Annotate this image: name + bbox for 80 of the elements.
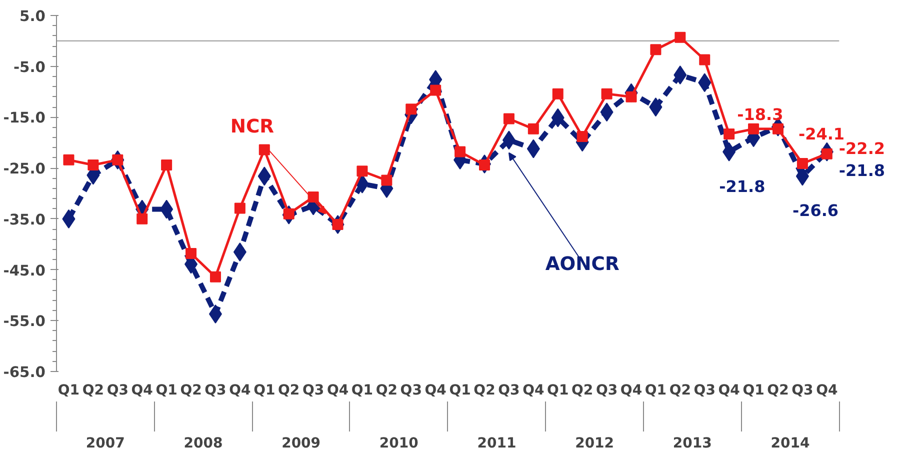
x-tick-label: Q3: [792, 382, 814, 398]
data-label: -18.3: [737, 104, 784, 124]
x-tick-label: Q4: [326, 382, 349, 398]
point: [136, 213, 148, 224]
point: [796, 158, 808, 169]
x-tick-label: Q3: [596, 382, 618, 398]
text: 2010: [379, 436, 419, 452]
x-tick-label: Q2: [572, 382, 594, 398]
y-tick-label: -35.0: [3, 211, 46, 228]
point: [88, 160, 99, 171]
data-label: -26.6: [792, 201, 839, 220]
y-tick-label: -15.0: [3, 110, 46, 127]
text: 2014: [770, 436, 810, 452]
x-tick-label: Q3: [694, 382, 716, 398]
x-tick-label: Q4: [424, 382, 447, 398]
point: [308, 192, 319, 203]
text: 2009: [282, 436, 321, 452]
x-tick-label: Q1: [351, 382, 374, 398]
point: [161, 160, 172, 171]
point: [479, 160, 490, 171]
text: 2013: [672, 436, 712, 452]
x-tick-label: Q1: [449, 382, 471, 398]
point: [748, 123, 760, 134]
data-label: -21.8: [838, 160, 886, 180]
x-tick-label: Q1: [254, 382, 276, 398]
x-tick-label: Q4: [718, 382, 740, 398]
point: [63, 154, 74, 166]
text: 2007: [86, 436, 125, 452]
point: [381, 174, 392, 186]
x-tick-label: Q3: [204, 382, 226, 398]
x-tick-label: Q1: [58, 382, 80, 398]
point: [650, 44, 662, 56]
point: [454, 146, 466, 158]
y-tick-label: -55.0: [3, 313, 46, 330]
x-tick-label: Q4: [522, 382, 544, 398]
point: [234, 202, 246, 214]
series-label: NCR: [230, 116, 274, 138]
x-tick-label: Q3: [302, 382, 324, 398]
x-tick-label: Q2: [180, 382, 202, 398]
point: [210, 271, 221, 282]
text: 2011: [477, 436, 516, 452]
x-tick-label: Q3: [498, 382, 520, 398]
point: [674, 32, 686, 43]
x-tick-label: Q2: [767, 382, 789, 398]
y-tick-label: -5.0: [13, 58, 46, 76]
text: 2012: [575, 436, 614, 452]
x-tick-label: Q2: [669, 382, 691, 398]
point: [576, 131, 588, 142]
point: [430, 84, 442, 96]
text: 2008: [184, 436, 223, 452]
data-label: -21.8: [719, 176, 766, 196]
x-tick-label: Q1: [156, 382, 178, 398]
point: [503, 113, 514, 124]
y-tick-label: -65.0: [3, 364, 46, 381]
x-tick-label: Q3: [400, 382, 422, 398]
x-tick-label: Q3: [106, 382, 128, 398]
point: [406, 104, 417, 115]
x-tick-label: Q2: [82, 382, 104, 398]
point: [724, 128, 735, 140]
x-tick-label: Q2: [474, 382, 496, 398]
point: [258, 144, 270, 156]
x-tick-label: Q1: [742, 382, 764, 398]
y-tick-label: 5.0: [20, 8, 46, 25]
x-tick-label: Q2: [376, 382, 398, 398]
point: [528, 123, 539, 134]
x-tick-label: Q2: [278, 382, 300, 398]
y-tick-label: -45.0: [3, 262, 46, 280]
point: [356, 166, 368, 177]
x-tick-label: Q4: [229, 382, 252, 398]
text: AONCR: [545, 254, 620, 275]
x-tick-label: Q4: [131, 382, 154, 398]
point: [186, 248, 197, 260]
y-tick-label: -25.0: [3, 160, 46, 178]
point: [552, 88, 564, 100]
x-tick-label: Q4: [620, 382, 642, 398]
point: [699, 54, 710, 66]
x-tick-label: Q1: [547, 382, 569, 398]
point: [601, 88, 612, 100]
x-tick-label: Q1: [644, 382, 667, 398]
x-tick-label: Q4: [816, 382, 838, 398]
